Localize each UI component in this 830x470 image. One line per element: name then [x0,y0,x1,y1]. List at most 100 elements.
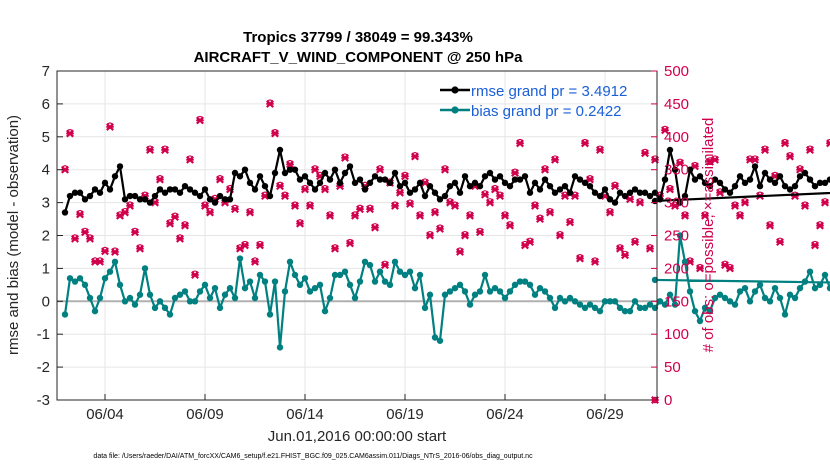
rmse-point-4 [81,196,89,203]
y-left-tick-label-6: 3 [42,195,50,212]
rmse-point-107 [596,192,604,200]
rmse-point-46 [291,166,299,173]
bias-point-76 [441,291,449,298]
obs-possible-point-64 [381,260,389,267]
obs-possible-point-15 [136,244,144,251]
rmse-point-129 [706,182,714,190]
rmse-point-28 [201,186,209,193]
y-left-tick-label-9: 6 [42,96,50,113]
bias-point-103 [576,301,584,308]
obs-possible-point-23 [176,234,184,241]
bias-point-92 [521,278,529,285]
rmse-point-10 [111,173,119,180]
obs-possible-point-91 [516,138,524,146]
rmse-point-132 [721,186,729,193]
bias-point-119 [656,298,664,305]
rmse-point-54 [331,166,339,173]
rmse-point-13 [126,192,134,200]
rmse-point-141 [766,176,774,183]
bias-point-144 [781,311,789,318]
rmse-point-108 [601,186,609,193]
bias-point-143 [776,294,784,302]
rmse-point-119 [656,196,664,203]
obs-possible-point-115 [636,198,644,205]
rmse-point-25 [186,186,194,193]
y-right-tick-label-0: 0 [664,392,672,409]
bias-point-66 [391,258,399,266]
x-tick-label-2: 06/14 [286,406,324,423]
legend: rmse grand pr = 3.4912 bias grand pr = 0… [440,83,627,120]
bias-point-86 [491,284,499,292]
rmse-point-75 [436,196,444,203]
obs-possible-point-109 [606,207,614,215]
rmse-point-92 [521,173,529,180]
bias-point-3 [76,275,84,282]
bias-point-130 [711,294,719,302]
obs-possible-point-29 [206,207,214,215]
obs-possible-point-120 [661,125,669,133]
y-right-tick-label-10: 500 [664,63,689,80]
rmse-point-56 [341,169,349,177]
obs-possible-point-3 [76,209,84,217]
bias-point-93 [526,281,534,289]
rmse-series [61,146,830,216]
bias-point-13 [126,294,134,302]
rmse-point-100 [561,182,569,190]
bias-point-149 [806,268,814,275]
legend-bias-marker [451,106,459,114]
rmse-point-134 [731,182,739,190]
rmse-point-68 [401,179,409,187]
rmse-point-106 [591,189,599,196]
obs-possible-point-47 [296,219,304,226]
bias-point-27 [196,288,204,295]
rmse-point-51 [316,179,324,187]
bias-point-99 [556,294,564,302]
obs-possible-point-74 [431,207,439,215]
bias-point-28 [201,281,209,289]
bias-point-65 [386,281,394,289]
rmse-point-55 [336,179,344,187]
rmse-point-152 [821,179,829,187]
obs-possible-point-87 [496,191,504,198]
bias-point-17 [146,291,154,298]
rmse-point-34 [231,169,239,177]
x-axis-label: Jun.01,2016 00:00:00 start [268,428,447,445]
rmse-point-40 [261,182,269,190]
rmse-point-142 [771,179,779,187]
bias-point-134 [731,301,739,308]
rmse-point-136 [741,179,749,187]
obs-possible-point-9 [106,122,114,129]
bias-point-48 [301,275,309,282]
rmse-point-113 [626,189,634,196]
y-left-tick-label-0: -3 [37,392,50,409]
obs-possible-point-76 [441,165,449,172]
bias-point-88 [501,294,509,302]
rmse-point-5 [86,192,94,200]
obs-possible-point-105 [586,175,594,182]
rmse-point-104 [581,179,589,187]
bias-point-85 [486,288,494,295]
obs-possible-point-77 [446,198,454,205]
obs-possible-point-71 [416,211,424,218]
rmse-point-145 [786,186,794,193]
rmse-point-103 [576,176,584,183]
rmse-point-99 [556,186,564,193]
rmse-point-144 [781,182,789,190]
obs-possible-point-21 [166,219,174,226]
obs-possible-point-93 [526,237,534,244]
y-left-tick-label-3: 0 [42,293,50,310]
bias-point-63 [376,268,384,275]
bias-point-45 [286,258,294,266]
bias-point-147 [796,284,804,292]
bias-point-78 [451,284,459,292]
rmse-point-110 [611,199,619,206]
bias-point-109 [606,298,614,305]
obs-possible-point-81 [466,211,474,218]
rmse-point-86 [491,176,499,183]
obs-possible-point-4 [81,227,89,235]
rmse-point-117 [646,192,654,200]
bias-point-4 [81,281,89,289]
rmse-point-31 [216,192,224,200]
rmse-point-102 [571,173,579,180]
obs-possible-point-17 [146,145,154,152]
